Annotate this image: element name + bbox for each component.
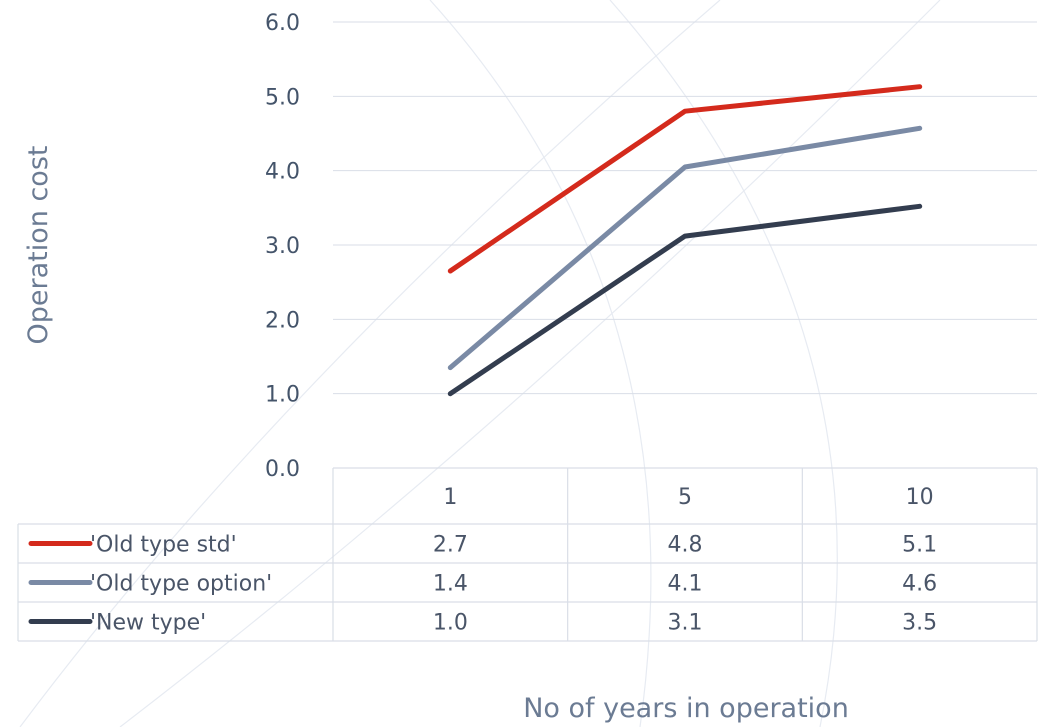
x-tick-label: 1 <box>443 485 457 510</box>
data-label: 4.6 <box>902 572 937 597</box>
y-tick-label: 0.0 <box>265 457 300 482</box>
data-label: 5.1 <box>902 533 937 558</box>
y-tick-label: 1.0 <box>265 383 300 408</box>
y-tick-label: 4.0 <box>265 160 300 185</box>
y-tick-label: 6.0 <box>265 11 300 36</box>
series-line <box>447 84 923 274</box>
data-label: 4.8 <box>668 533 703 558</box>
data-table: 1 5 10 'Old type std' 2.7 4.8 5.1 'Old type opt… <box>17 467 1038 642</box>
series-line <box>447 203 923 397</box>
data-label: 1.4 <box>433 572 468 597</box>
y-tick-label: 5.0 <box>265 85 300 110</box>
legend-label: 'Old type option' <box>90 572 272 597</box>
background-arc <box>19 0 721 727</box>
x-axis-title: No of years in operation <box>523 693 849 724</box>
legend-label: 'Old type std' <box>90 533 237 558</box>
x-tick-label: 10 <box>906 485 934 510</box>
y-gridlines <box>333 21 1037 395</box>
data-label: 3.1 <box>668 611 703 636</box>
y-tick-labels: 0.0 1.0 2.0 3.0 4.0 5.0 6.0 <box>265 11 300 482</box>
background-arc <box>119 0 941 727</box>
data-label: 4.1 <box>668 572 703 597</box>
legend-label: 'New type' <box>90 611 206 636</box>
y-axis-title: Operation cost <box>23 146 54 345</box>
data-label: 2.7 <box>433 533 468 558</box>
y-tick-label: 2.0 <box>265 308 300 333</box>
x-tick-label: 5 <box>678 485 692 510</box>
series-line <box>447 125 923 371</box>
y-tick-label: 3.0 <box>265 234 300 259</box>
data-label: 1.0 <box>433 611 468 636</box>
background-arc <box>429 0 652 727</box>
series-lines <box>447 84 923 397</box>
data-label: 3.5 <box>902 611 937 636</box>
